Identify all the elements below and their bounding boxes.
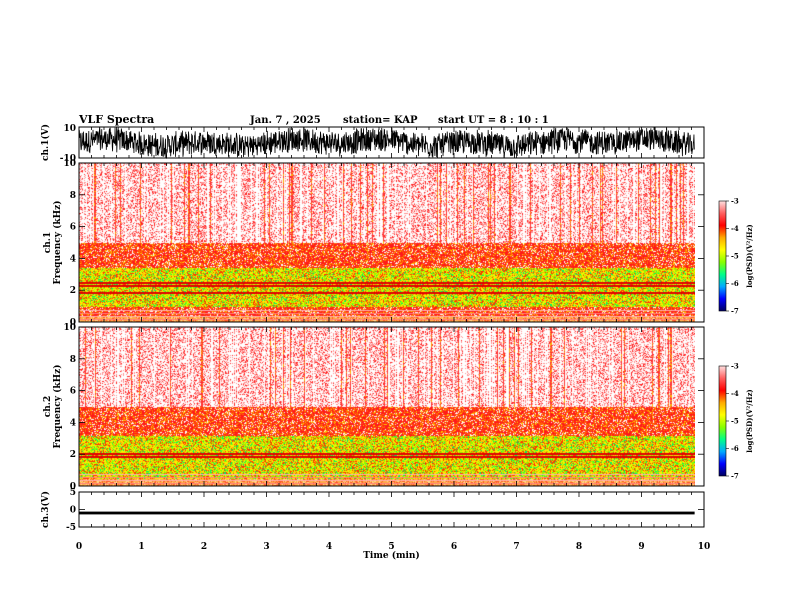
colorbar-tick-label: -6: [731, 279, 739, 288]
y-axis-label: ch.1(V): [40, 124, 51, 161]
y-tick-label: 2: [70, 450, 76, 460]
x-tick-label: 4: [326, 542, 332, 552]
ch1-waveform-panel: 10 -10 ch.1(V): [40, 124, 705, 164]
y-tick-label: 8: [70, 191, 76, 201]
y-tick-label: 4: [70, 418, 76, 428]
x-tick-label: 6: [451, 542, 457, 552]
ch1-spectrogram-image: [79, 163, 695, 322]
colorbar-tick-label: -3: [731, 362, 739, 371]
x-tick-label: 0: [76, 542, 82, 552]
colorbar-ch1: -3 -4 -5 -6 -7 log(PSD)(V²/Hz): [718, 197, 754, 316]
y-axis-label: ch.3(V): [40, 491, 51, 528]
x-tick-label: 2: [201, 542, 207, 552]
y-tick-label: -5: [66, 523, 76, 533]
x-tick-label: 7: [513, 542, 519, 552]
colorbar-scale: [718, 200, 727, 312]
colorbar-tick-label: -7: [731, 307, 739, 316]
time-axis: 0 1 2 3 4 5 6 7 8 9 10 Time (min): [76, 542, 710, 561]
y-tick-label: 0: [70, 318, 76, 328]
x-axis-label: Time (min): [363, 550, 420, 561]
y-tick-label: 0: [70, 482, 76, 492]
ch1-waveform-trace: [78, 126, 695, 160]
date-label: Jan. 7 , 2025: [249, 115, 321, 126]
colorbar-tick-label: -4: [731, 389, 739, 398]
figure-title: VLF Spectra: [78, 113, 154, 126]
colorbar-scale: [718, 365, 727, 477]
colorbar-label: log(PSD)(V²/Hz): [745, 224, 754, 288]
ch2-spectrogram-panel: 0 2 4 6 8 10 ch.2 Frequency (kHz): [43, 323, 705, 492]
y-tick-label: 10: [63, 159, 76, 169]
colorbar-tick-label: -5: [731, 417, 739, 426]
y-axis-channel-label: ch.1: [43, 232, 53, 253]
colorbar-tick-label: -5: [731, 252, 739, 261]
ch2-spectrogram-image: [79, 327, 695, 486]
colorbar-tick-label: -7: [731, 472, 739, 481]
y-tick-label: 0: [70, 506, 76, 516]
colorbar-tick-label: -3: [731, 197, 739, 206]
start-time-label: start UT = 8 : 10 : 1: [438, 115, 549, 126]
ch1-spectrogram-panel: 0 2 4 6 8 10 ch.1 Frequency (kHz): [43, 159, 705, 328]
x-tick-label: 3: [263, 542, 269, 552]
x-tick-label: 8: [576, 542, 582, 552]
y-tick-label: 5: [70, 488, 76, 498]
station-label: station= KAP: [343, 115, 418, 126]
y-tick-label: 6: [70, 223, 76, 233]
y-tick-label: 4: [70, 254, 76, 264]
y-axis-channel-label: ch.2: [43, 396, 53, 417]
y-tick-label: 2: [70, 286, 76, 296]
colorbar-tick-label: -6: [731, 444, 739, 453]
colorbar-label: log(PSD)(V²/Hz): [745, 389, 754, 453]
y-tick-label: 10: [63, 323, 76, 333]
y-tick-label: 10: [63, 124, 76, 134]
colorbar-tick-label: -4: [731, 224, 739, 233]
y-tick-label: 6: [70, 387, 76, 397]
x-tick-label: 5: [388, 542, 394, 552]
ch3-waveform-trace: [79, 511, 695, 515]
y-tick-label: 8: [70, 355, 76, 365]
y-axis-label: Frequency (kHz): [52, 364, 63, 448]
colorbar-ch2: -3 -4 -5 -6 -7 log(PSD)(V²/Hz): [718, 362, 754, 481]
y-axis-label: Frequency (kHz): [52, 200, 63, 284]
x-tick-label: 10: [698, 542, 711, 552]
x-tick-label: 1: [138, 542, 144, 552]
panel-frame: [78, 491, 705, 528]
y-tick-label: -10: [60, 154, 76, 164]
ch3-waveform-panel: 5 0 -5 ch.3(V): [40, 488, 705, 533]
x-tick-label: 9: [638, 542, 644, 552]
